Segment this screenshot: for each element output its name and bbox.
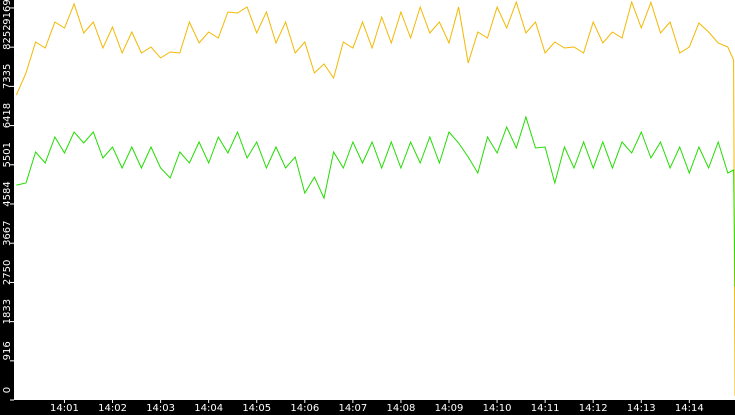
x-tick-label: 14:03 — [146, 403, 175, 414]
x-tick-label: 14:02 — [98, 403, 127, 414]
y-tick-label: 4584 — [2, 181, 13, 206]
x-tick-label: 14:14 — [675, 403, 704, 414]
y-tick-label: 8252 — [2, 24, 13, 49]
x-tick-label: 14:12 — [579, 403, 608, 414]
y-tick-label: 5501 — [2, 142, 13, 167]
x-tick-label: 14:11 — [531, 403, 560, 414]
x-tick-label: 14:07 — [338, 403, 367, 414]
y-tick-label: 6418 — [2, 103, 13, 128]
x-tick-label: 14:01 — [50, 403, 79, 414]
y-axis-strip — [0, 0, 14, 415]
series-line — [15, 0, 735, 396]
y-tick-label: 916 — [2, 341, 13, 360]
series-line — [16, 115, 735, 288]
x-tick-label: 14:05 — [242, 403, 271, 414]
x-tick-label: 14:10 — [483, 403, 512, 414]
y-tick-label: 7335 — [2, 64, 13, 89]
y-tick-label: 3667 — [2, 220, 13, 245]
x-tick-label: 14:09 — [435, 403, 464, 414]
x-axis-strip — [0, 400, 735, 415]
y-tick-label: 2750 — [2, 260, 13, 285]
y-tick-label: 1833 — [2, 299, 13, 324]
x-tick-label: 14:08 — [387, 403, 416, 414]
y-tick-label: 0 — [2, 387, 13, 393]
x-tick-label: 14:04 — [194, 403, 223, 414]
y-tick-label: 9169 — [2, 0, 13, 25]
x-tick-label: 14:06 — [290, 403, 319, 414]
x-tick-label: 14:13 — [627, 403, 656, 414]
